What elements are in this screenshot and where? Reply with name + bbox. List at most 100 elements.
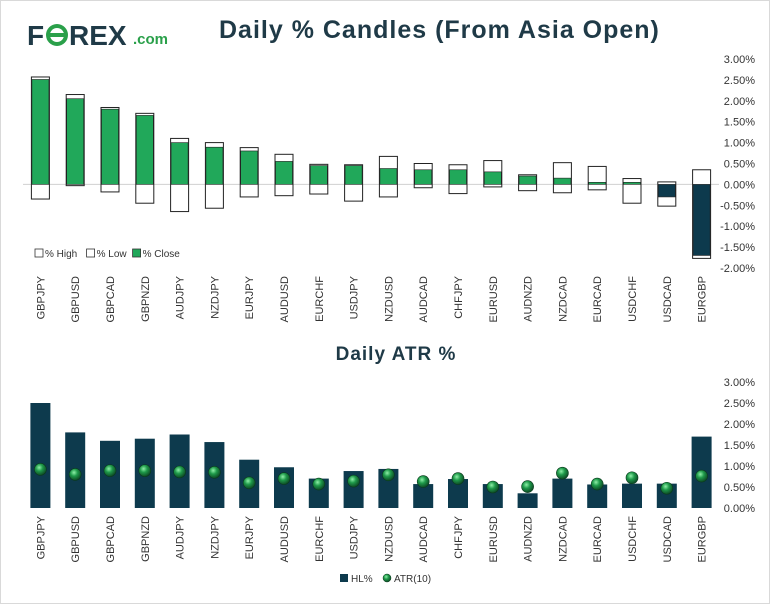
candle-close-bar	[101, 108, 119, 185]
x-tick-label: USDCAD	[662, 516, 674, 563]
legend-swatch	[132, 248, 142, 258]
legend-label: % High	[45, 249, 77, 260]
candle-close-bar	[657, 184, 676, 198]
legend-label: % Close	[143, 249, 181, 260]
y-tick-label: 0.00%	[724, 503, 755, 515]
x-tick-label: USDJPY	[349, 515, 361, 559]
x-tick-label: EURCHF	[314, 516, 326, 562]
x-tick-label: CHFJPY	[453, 275, 465, 318]
y-tick-label: 2.50%	[724, 75, 755, 87]
y-tick-label: -2.00%	[720, 263, 755, 275]
legend-label: ATR(10)	[394, 574, 431, 585]
candle-close-bar	[66, 98, 84, 185]
candle-close-bar	[31, 79, 50, 185]
hl-bar	[552, 478, 573, 508]
atr-marker	[34, 463, 47, 476]
candles-chart-title: Daily % Candles (From Asia Open)	[219, 16, 660, 44]
atr-marker	[590, 477, 604, 491]
atr-chart-title: Daily ATR %	[335, 344, 457, 365]
atr-marker	[416, 475, 430, 488]
hl-bar	[587, 484, 608, 508]
x-tick-label: AUDNZD	[523, 276, 535, 322]
x-tick-label: GBPUSD	[70, 516, 82, 563]
legend-swatch	[382, 573, 392, 583]
x-tick-label: AUDCAD	[418, 516, 430, 563]
candle-close-bar	[240, 150, 258, 185]
forex-logo: F REX .com	[27, 20, 168, 51]
legend-label: HL%	[351, 574, 373, 585]
x-tick-label: AUDUSD	[279, 276, 291, 323]
y-tick-label: 1.50%	[724, 440, 755, 452]
y-tick-label: 3.00%	[724, 377, 755, 389]
x-tick-label: AUDJPY	[175, 515, 187, 559]
y-tick-label: 2.50%	[724, 398, 755, 410]
candle-range-bar	[552, 162, 572, 194]
atr-marker	[242, 476, 256, 490]
atr-marker	[138, 464, 152, 477]
x-tick-label: USDCHF	[627, 516, 639, 562]
atr-marker	[347, 474, 360, 488]
legend-swatch	[34, 248, 44, 258]
candle-close-bar	[449, 169, 467, 185]
forex-dollar-coin-icon	[46, 24, 68, 46]
logo-text-pre: F	[27, 20, 44, 51]
candle-close-bar	[309, 165, 328, 185]
hl-bar	[378, 468, 399, 508]
atr-marker	[277, 472, 291, 485]
y-tick-label: 0.50%	[724, 482, 755, 494]
x-tick-label: AUDCAD	[418, 276, 430, 323]
atr-marker	[103, 464, 117, 477]
logo-text-tld: .com	[133, 31, 168, 48]
hl-bar	[413, 484, 434, 508]
y-tick-label: 2.00%	[724, 419, 755, 431]
x-tick-label: NZDCAD	[557, 276, 569, 322]
x-tick-label: NZDJPY	[209, 515, 221, 558]
x-tick-label: NZDJPY	[209, 275, 221, 318]
candle-close-bar	[344, 165, 363, 185]
atr-marker	[208, 465, 221, 479]
x-tick-label: AUDNZD	[523, 516, 535, 562]
candle-close-bar	[623, 182, 641, 185]
x-tick-label: USDCAD	[662, 276, 674, 323]
y-tick-label: -1.00%	[720, 221, 755, 233]
x-tick-label: USDCHF	[627, 276, 639, 322]
candle-close-bar	[379, 168, 398, 185]
candle-close-bar	[588, 182, 607, 185]
candle-close-bar	[170, 142, 189, 185]
hl-bar	[517, 493, 538, 508]
x-tick-label: EURUSD	[488, 276, 500, 323]
x-tick-label: AUDUSD	[279, 516, 291, 563]
atr-marker	[68, 468, 82, 481]
atr-marker	[173, 465, 186, 479]
candle-close-bar	[483, 171, 502, 185]
x-tick-label: EURCHF	[314, 276, 326, 322]
x-tick-label: EURGBP	[697, 516, 709, 562]
x-tick-label: GBPJPY	[35, 515, 47, 559]
x-tick-label: CHFJPY	[453, 515, 465, 558]
legend-label: % Low	[97, 249, 128, 260]
y-tick-label: -0.50%	[720, 200, 755, 212]
y-tick-label: 2.00%	[724, 96, 755, 108]
x-tick-label: EURUSD	[488, 516, 500, 563]
candle-close-bar	[205, 146, 224, 185]
candle-close-bar	[275, 161, 293, 185]
y-tick-label: 1.50%	[724, 117, 755, 129]
atr-marker	[556, 466, 569, 480]
y-tick-label: 1.00%	[724, 138, 755, 150]
y-tick-label: -1.50%	[720, 242, 755, 254]
candle-close-bar	[414, 169, 433, 185]
logo-text-post: REX	[69, 20, 127, 51]
y-tick-label: 3.00%	[724, 54, 755, 66]
hl-bar	[448, 479, 468, 508]
y-tick-label: 0.00%	[724, 179, 755, 191]
legend-swatch	[86, 248, 95, 258]
y-tick-label: 1.00%	[724, 461, 755, 473]
x-tick-label: NZDUSD	[383, 516, 395, 562]
x-tick-label: EURCAD	[592, 516, 604, 563]
atr-marker	[312, 477, 326, 491]
candle-close-bar	[518, 175, 537, 185]
candle-close-bar	[136, 115, 154, 185]
x-tick-label: GBPNZD	[140, 276, 152, 322]
x-tick-label: EURGBP	[697, 276, 709, 322]
